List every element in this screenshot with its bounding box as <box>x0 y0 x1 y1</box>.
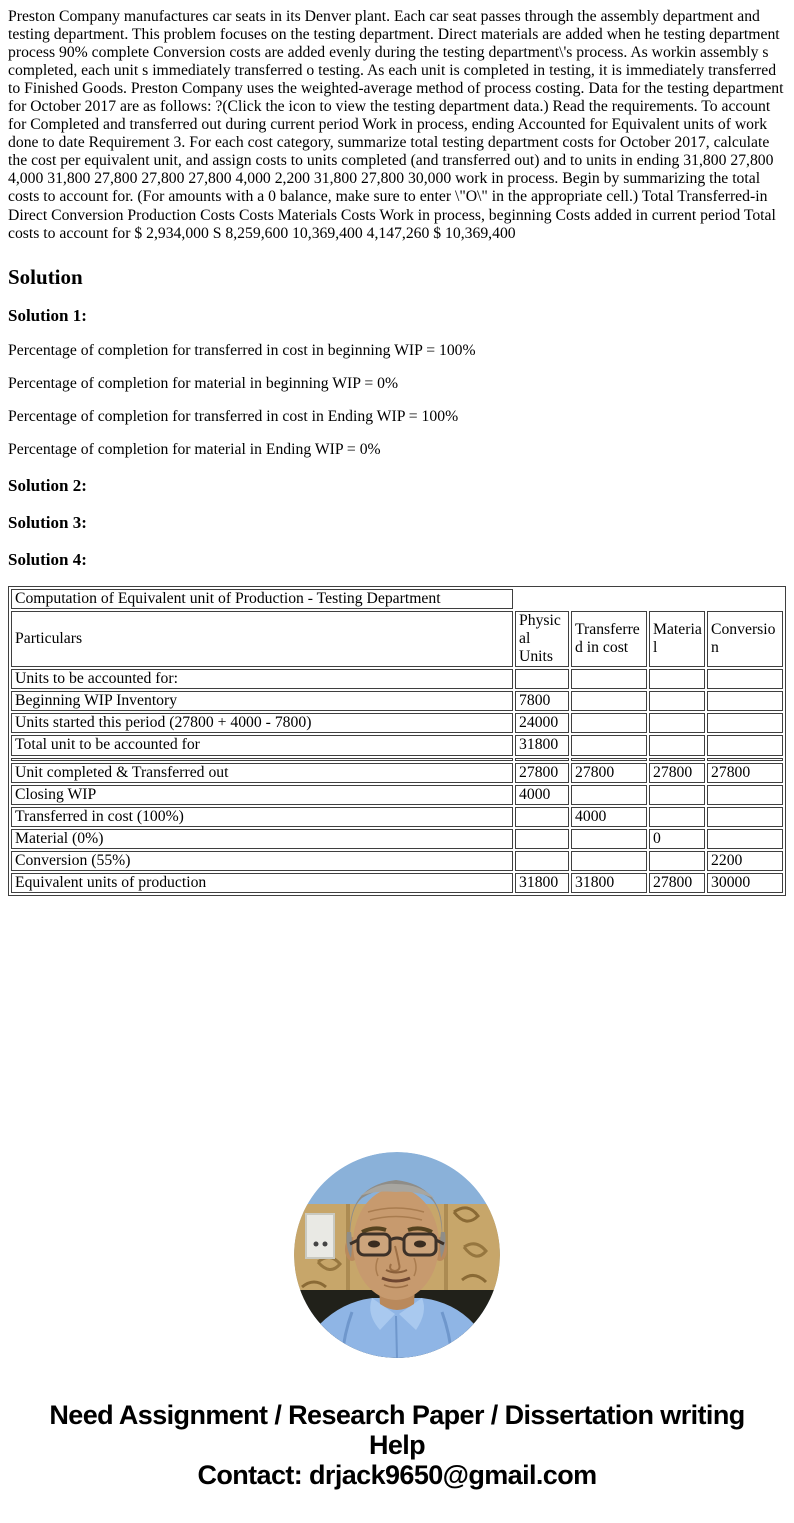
solution1-heading: Solution 1: <box>8 305 87 325</box>
table-row: Beginning WIP Inventory 7800 <box>11 691 783 712</box>
value-cell: 27800 <box>571 762 647 783</box>
column-header-transferred-in-cost: Transferred in cost <box>571 611 647 668</box>
value-cell <box>649 669 705 690</box>
value-cell <box>571 735 647 756</box>
table-title-row: Computation of Equivalent unit of Produc… <box>11 589 783 610</box>
table-row: Equivalent units of production 31800 31800… <box>11 872 783 893</box>
value-cell <box>649 850 705 871</box>
value-cell: 27800 <box>649 762 705 783</box>
value-cell <box>571 691 647 712</box>
value-cell <box>649 806 705 827</box>
value-cell <box>515 757 569 761</box>
row-label-cell <box>11 757 513 761</box>
contact-email: Contact: drjack9650@gmail.com <box>197 1459 597 1490</box>
value-cell <box>707 828 783 849</box>
value-cell <box>649 713 705 734</box>
value-cell <box>707 669 783 690</box>
equivalent-units-table: Computation of Equivalent unit of Produc… <box>8 586 786 896</box>
value-cell: 27800 <box>515 762 569 783</box>
table-row: Units started this period (27800 + 4000 … <box>11 713 783 734</box>
solution-heading: Solution <box>8 264 83 289</box>
value-cell <box>515 850 569 871</box>
column-header-conversion: Conversion <box>707 611 783 668</box>
value-cell <box>649 784 705 805</box>
table-title: Computation of Equivalent unit of Produc… <box>11 589 513 610</box>
value-cell <box>707 806 783 827</box>
solution2-heading: Solution 2: <box>8 475 87 495</box>
value-cell: 4000 <box>571 806 647 827</box>
value-cell: 31800 <box>571 872 647 893</box>
value-cell: 31800 <box>515 872 569 893</box>
problem-statement: Preston Company manufactures car seats i… <box>8 8 784 242</box>
solution1-line: Percentage of completion for material in… <box>8 440 381 458</box>
value-cell <box>515 669 569 690</box>
value-cell <box>571 713 647 734</box>
column-header-material: Material <box>649 611 705 668</box>
row-label-cell: Material (0%) <box>11 828 513 849</box>
value-cell <box>571 669 647 690</box>
instructor-photo <box>294 1151 500 1358</box>
value-cell <box>571 757 647 761</box>
row-label-cell: Equivalent units of production <box>11 872 513 893</box>
value-cell: 4000 <box>515 784 569 805</box>
row-label-cell: Units started this period (27800 + 4000 … <box>11 713 513 734</box>
table-spacer-row <box>11 757 783 761</box>
row-label-cell: Closing WIP <box>11 784 513 805</box>
table-header-row: Particulars Physical Units Transferred i… <box>11 611 783 668</box>
row-label-cell: Unit completed & Transferred out <box>11 762 513 783</box>
table-row: Conversion (55%) 2200 <box>11 850 783 871</box>
value-cell: 27800 <box>707 762 783 783</box>
value-cell <box>515 806 569 827</box>
page: Preston Company manufactures car seats i… <box>8 8 786 1490</box>
row-label-cell: Conversion (55%) <box>11 850 513 871</box>
value-cell <box>707 735 783 756</box>
value-cell <box>571 828 647 849</box>
solution1-line: Percentage of completion for transferred… <box>8 407 459 425</box>
table-row: Unit completed & Transferred out 27800 278… <box>11 762 783 783</box>
value-cell <box>649 735 705 756</box>
row-label-cell: Total unit to be accounted for <box>11 735 513 756</box>
solution1-line: Percentage of completion for transferred… <box>8 341 476 359</box>
value-cell <box>707 713 783 734</box>
row-label-cell: Transferred in cost (100%) <box>11 806 513 827</box>
row-label-cell: Beginning WIP Inventory <box>11 691 513 712</box>
column-header-physical-units: Physical Units <box>515 611 569 668</box>
value-cell <box>707 757 783 761</box>
solution1-line: Percentage of completion for material in… <box>8 374 399 392</box>
solution4-heading: Solution 4: <box>8 550 87 570</box>
table-row: Material (0%) 0 <box>11 828 783 849</box>
value-cell <box>571 850 647 871</box>
value-cell: 24000 <box>515 713 569 734</box>
row-label-cell: Units to be accounted for: <box>11 669 513 690</box>
value-cell: 30000 <box>707 872 783 893</box>
value-cell <box>571 784 647 805</box>
value-cell: 27800 <box>649 872 705 893</box>
value-cell: 31800 <box>515 735 569 756</box>
value-cell <box>707 691 783 712</box>
value-cell <box>707 784 783 805</box>
column-header-particulars: Particulars <box>11 611 513 668</box>
table-row: Closing WIP 4000 <box>11 784 783 805</box>
value-cell: 0 <box>649 828 705 849</box>
help-text: Need Assignment / Research Paper / Disse… <box>49 1399 745 1460</box>
value-cell <box>649 757 705 761</box>
footer-help-block: Need Assignment / Research Paper / Disse… <box>8 1400 786 1490</box>
table-row: Units to be accounted for: <box>11 669 783 690</box>
value-cell <box>515 828 569 849</box>
table-row: Transferred in cost (100%) 4000 <box>11 806 783 827</box>
table-row: Total unit to be accounted for 31800 <box>11 735 783 756</box>
value-cell <box>649 691 705 712</box>
instructor-photo-illustration <box>294 1151 500 1358</box>
value-cell: 2200 <box>707 850 783 871</box>
value-cell: 7800 <box>515 691 569 712</box>
solution3-heading: Solution 3: <box>8 513 87 533</box>
